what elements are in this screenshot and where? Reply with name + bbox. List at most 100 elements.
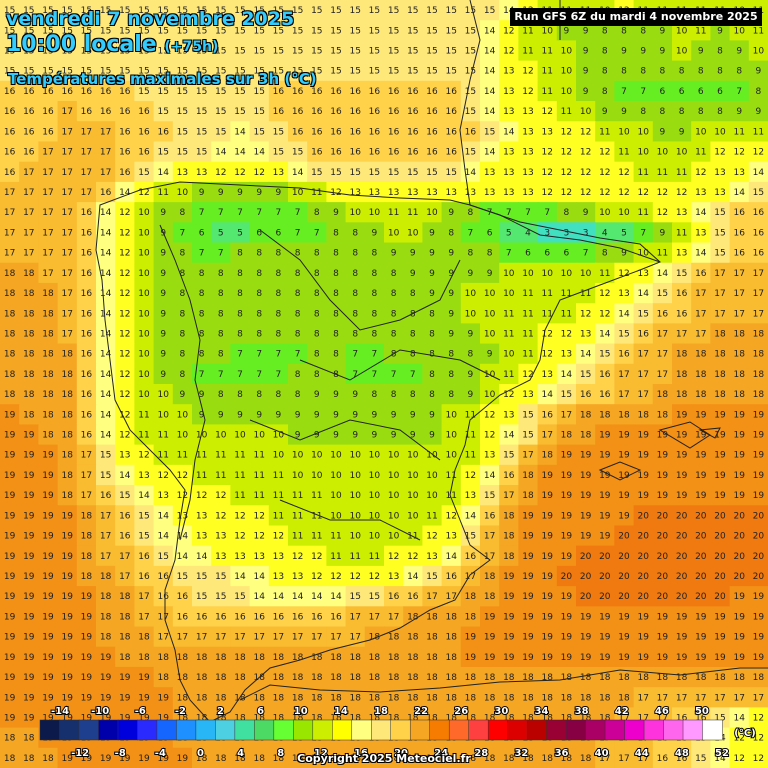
- grid-cell: [76, 60, 97, 82]
- grid-cell: [652, 101, 673, 122]
- grid-cell: [172, 0, 193, 21]
- grid-value: 15: [330, 47, 341, 57]
- grid-cell: [96, 181, 116, 203]
- grid-value: 16: [388, 148, 400, 158]
- grid-value: 7: [237, 208, 243, 218]
- grid-cell: [115, 101, 135, 122]
- grid-value: 15: [177, 148, 188, 158]
- grid-value: 15: [407, 6, 418, 16]
- grid-cell: [230, 141, 251, 163]
- grid-cell: [345, 20, 366, 42]
- grid-value: 15: [61, 26, 72, 36]
- grid-cell: [172, 202, 193, 223]
- grid-value: 17: [100, 168, 111, 178]
- grid-cell: [57, 161, 78, 183]
- grid-value: 15: [349, 67, 360, 77]
- grid-cell: [153, 141, 174, 163]
- grid-value: 16: [4, 87, 16, 97]
- grid-cell: [364, 80, 385, 102]
- grid-cell: [38, 80, 59, 102]
- grid-cell: [57, 20, 78, 42]
- grid-cell: [326, 60, 347, 82]
- grid-cell: [19, 80, 39, 102]
- grid-value: 16: [119, 148, 131, 158]
- grid-value: 7: [199, 208, 205, 218]
- grid-cell: [748, 141, 768, 163]
- grid-value: 8: [602, 26, 608, 36]
- grid-value: 9: [602, 107, 608, 117]
- grid-cell: [422, 80, 443, 102]
- grid-value: 13: [484, 188, 495, 198]
- grid-cell: [172, 20, 193, 42]
- grid-cell: [652, 161, 673, 183]
- grid-cell: [38, 0, 59, 21]
- grid-value: 9: [679, 127, 685, 137]
- grid-value: 15: [349, 168, 360, 178]
- grid-cell: [19, 40, 39, 62]
- grid-value: 14: [484, 26, 496, 36]
- grid-value: 10: [618, 127, 630, 137]
- grid-cell: [57, 121, 78, 143]
- grid-cell: [115, 80, 135, 102]
- grid-cell: [422, 101, 443, 122]
- grid-value: 14: [484, 148, 496, 158]
- grid-cell: [134, 60, 155, 82]
- grid-cell: [480, 60, 500, 82]
- grid-value: 17: [61, 188, 72, 198]
- grid-value: 15: [138, 67, 149, 77]
- grid-value: 15: [81, 47, 92, 57]
- grid-value: 15: [426, 168, 437, 178]
- grid-value: 10: [637, 148, 649, 158]
- grid-cell: [518, 141, 539, 163]
- grid-cell: [230, 0, 251, 21]
- grid-cell: [211, 181, 231, 203]
- grid-cell: [38, 101, 59, 122]
- grid-cell: [96, 101, 116, 122]
- grid-cell: [345, 161, 366, 183]
- grid-value: 14: [503, 6, 515, 16]
- grid-cell: [480, 101, 500, 122]
- grid-value: 17: [61, 148, 72, 158]
- grid-cell: [326, 202, 347, 223]
- grid-value: 12: [561, 188, 572, 198]
- grid-value: 15: [253, 67, 264, 77]
- province-borders: [249, 229, 501, 541]
- grid-value: 16: [23, 127, 35, 137]
- grid-value: 8: [660, 107, 666, 117]
- grid-cell: [499, 40, 519, 62]
- grid-cell: [460, 20, 481, 42]
- grid-cell: [403, 0, 423, 21]
- grid-cell: [691, 60, 711, 82]
- grid-value: 10: [753, 47, 765, 57]
- grid-value: 15: [484, 6, 495, 16]
- grid-value: 14: [484, 47, 496, 57]
- grid-cell: [307, 121, 327, 143]
- grid-cell: [249, 141, 270, 163]
- grid-value: 15: [61, 67, 72, 77]
- grid-cell: [710, 161, 731, 183]
- grid-value: 16: [311, 127, 323, 137]
- grid-cell: [115, 141, 135, 163]
- grid-value: 16: [119, 127, 131, 137]
- grid-cell: [499, 181, 519, 203]
- grid-cell: [192, 161, 212, 183]
- grid-value: 8: [602, 47, 608, 57]
- grid-cell: [441, 161, 462, 183]
- grid-cell: [748, 121, 768, 143]
- grid-value: 9: [583, 67, 589, 77]
- grid-value: 15: [177, 26, 188, 36]
- grid-value: 13: [522, 168, 533, 178]
- grid-cell: [556, 60, 577, 82]
- grid-value: 12: [695, 168, 706, 178]
- grid-cell: [345, 80, 366, 102]
- grid-cell: [364, 181, 385, 203]
- grid-cell: [115, 20, 135, 42]
- grid-cell: [441, 141, 462, 163]
- grid-cell: [192, 141, 212, 163]
- grid-value: 13: [695, 188, 706, 198]
- grid-value: 15: [311, 6, 322, 16]
- grid-value: 8: [756, 87, 762, 97]
- grid-value: 14: [503, 127, 515, 137]
- grid-cell: [441, 40, 462, 62]
- grid-value: 15: [215, 107, 226, 117]
